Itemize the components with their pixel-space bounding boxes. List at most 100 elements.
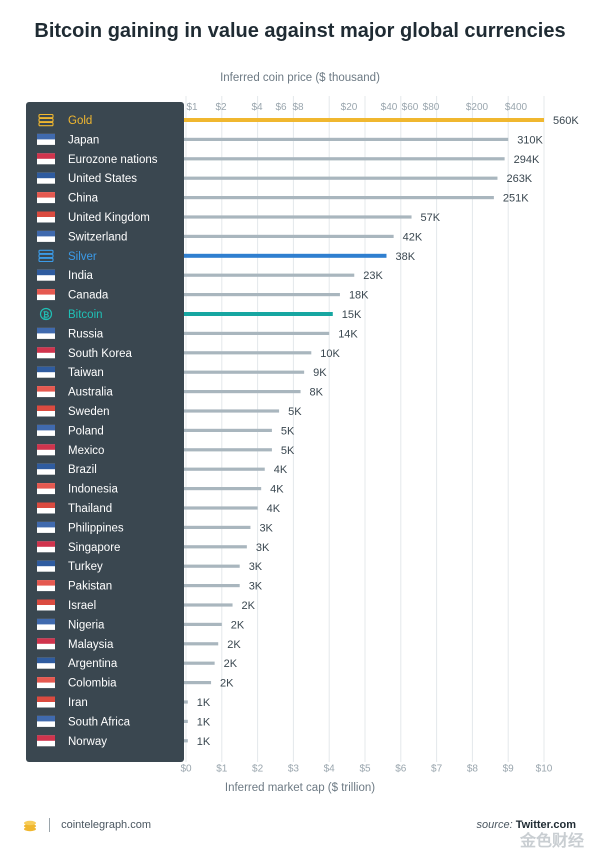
x-top-tick-label: $60: [402, 102, 419, 113]
x-bottom-tick-label: $2: [252, 763, 264, 774]
china-flag-icon: [37, 192, 55, 204]
bar-shape: [38, 117, 54, 123]
source-name: Twitter.com: [515, 819, 576, 831]
flag-band: [37, 386, 55, 392]
uk-flag-icon: [37, 211, 55, 223]
bar: [184, 428, 272, 432]
x-top-tick-label: $20: [341, 102, 358, 113]
russia-flag-icon: [37, 327, 55, 339]
malaysia-flag-icon: [37, 638, 55, 650]
x-bottom-tick-label: $9: [503, 763, 515, 774]
category-label: Silver: [68, 251, 97, 263]
x-bottom-tick-label: $7: [431, 763, 443, 774]
bitcoin-icon: ₿: [39, 307, 53, 321]
category-label: Mexico: [68, 445, 104, 457]
category-label: Taiwan: [68, 367, 104, 379]
x-bottom-tick-label: $3: [288, 763, 300, 774]
category-label: Colombia: [68, 678, 117, 690]
taiwan-flag-icon: [37, 366, 55, 378]
coin-glyph: ₿: [43, 311, 50, 320]
flag-band: [37, 347, 55, 353]
bar: [184, 273, 355, 277]
watermark: 金色财经: [519, 833, 584, 850]
bar-value-label: 294K: [514, 154, 540, 166]
nigeria-flag-icon: [37, 618, 55, 630]
bar: [184, 176, 498, 180]
flag-band: [37, 618, 55, 625]
bar: [184, 525, 251, 529]
x-top-tick-label: $400: [505, 102, 528, 113]
bar: [184, 390, 301, 394]
bar-value-label: 38K: [395, 251, 415, 263]
flag-band: [37, 521, 55, 528]
bar-value-label: 15K: [342, 309, 362, 321]
bar-value-label: 4K: [274, 464, 288, 476]
bar: [184, 448, 272, 452]
bar-value-label: 2K: [227, 639, 241, 651]
category-label: Malaysia: [68, 639, 114, 651]
brand-footer[interactable]: cointelegraph.com: [22, 817, 151, 833]
bar: [184, 409, 280, 413]
category-label: Russia: [68, 328, 104, 340]
iran-flag-icon: [37, 696, 55, 708]
category-label: Israel: [68, 600, 96, 612]
source-note: source: Twitter.com: [477, 819, 576, 831]
brand-name: cointelegraph.com: [61, 818, 152, 831]
x-top-tick-label: $4: [251, 102, 263, 113]
category-label: Indonesia: [68, 484, 118, 496]
bar: [184, 700, 188, 704]
bar-value-label: 2K: [224, 658, 238, 670]
category-label: Sweden: [68, 406, 110, 418]
x-bottom-tick-label: $10: [536, 763, 553, 774]
bar: [184, 545, 247, 549]
x-top-tick-label: $1: [186, 102, 198, 113]
bar-value-label: 5K: [281, 425, 295, 437]
bar: [184, 293, 340, 297]
flag-band: [37, 172, 55, 179]
flag-band: [37, 211, 55, 217]
bar: [184, 622, 222, 626]
bottom-axis-title: Inferred market cap ($ trillion): [224, 782, 376, 794]
flag-band: [37, 463, 55, 470]
philippines-flag-icon: [37, 521, 55, 533]
bar-shape: [38, 121, 54, 127]
category-label: Singapore: [68, 542, 120, 554]
category-label: South Korea: [68, 348, 133, 360]
category-label: South Africa: [68, 716, 131, 728]
bar-value-label: 3K: [256, 542, 270, 554]
bar-value-label: 5K: [281, 445, 295, 457]
category-label: Australia: [68, 387, 113, 399]
category-label: Thailand: [68, 503, 112, 515]
turkey-flag-icon: [37, 560, 55, 572]
category-label: Nigeria: [68, 619, 105, 631]
flag-band: [37, 735, 55, 741]
bar: [184, 487, 262, 491]
flag-band: [37, 153, 55, 159]
category-label: United States: [68, 173, 137, 185]
x-bottom-tick-label: $8: [467, 763, 479, 774]
x-bottom-tick-label: $6: [395, 763, 407, 774]
source-prefix: source:: [476, 819, 513, 831]
mexico-flag-icon: [37, 444, 55, 456]
flag-band: [37, 541, 55, 547]
switzerland-flag-icon: [37, 230, 55, 242]
category-label: Eurozone nations: [68, 154, 158, 166]
bar-value-label: 8K: [310, 387, 324, 399]
bar: [184, 506, 258, 510]
bar: [184, 719, 188, 723]
silver-bars-icon: [38, 249, 54, 263]
bar-value-label: 3K: [249, 561, 263, 573]
flag-band: [37, 657, 55, 664]
top-axis-title: Inferred coin price ($ thousand): [220, 72, 380, 84]
india-flag-icon: [37, 269, 55, 281]
bar-value-label: 263K: [506, 173, 532, 185]
flag-band: [37, 483, 55, 489]
category-label: Argentina: [68, 658, 118, 670]
category-label: India: [68, 270, 94, 282]
category-label: Gold: [68, 115, 92, 127]
bar-value-label: 57K: [421, 212, 441, 224]
x-top-tick-label: $200: [466, 102, 489, 113]
flag-band: [37, 444, 55, 450]
bar: [184, 681, 212, 685]
category-label: United Kingdom: [68, 212, 150, 224]
